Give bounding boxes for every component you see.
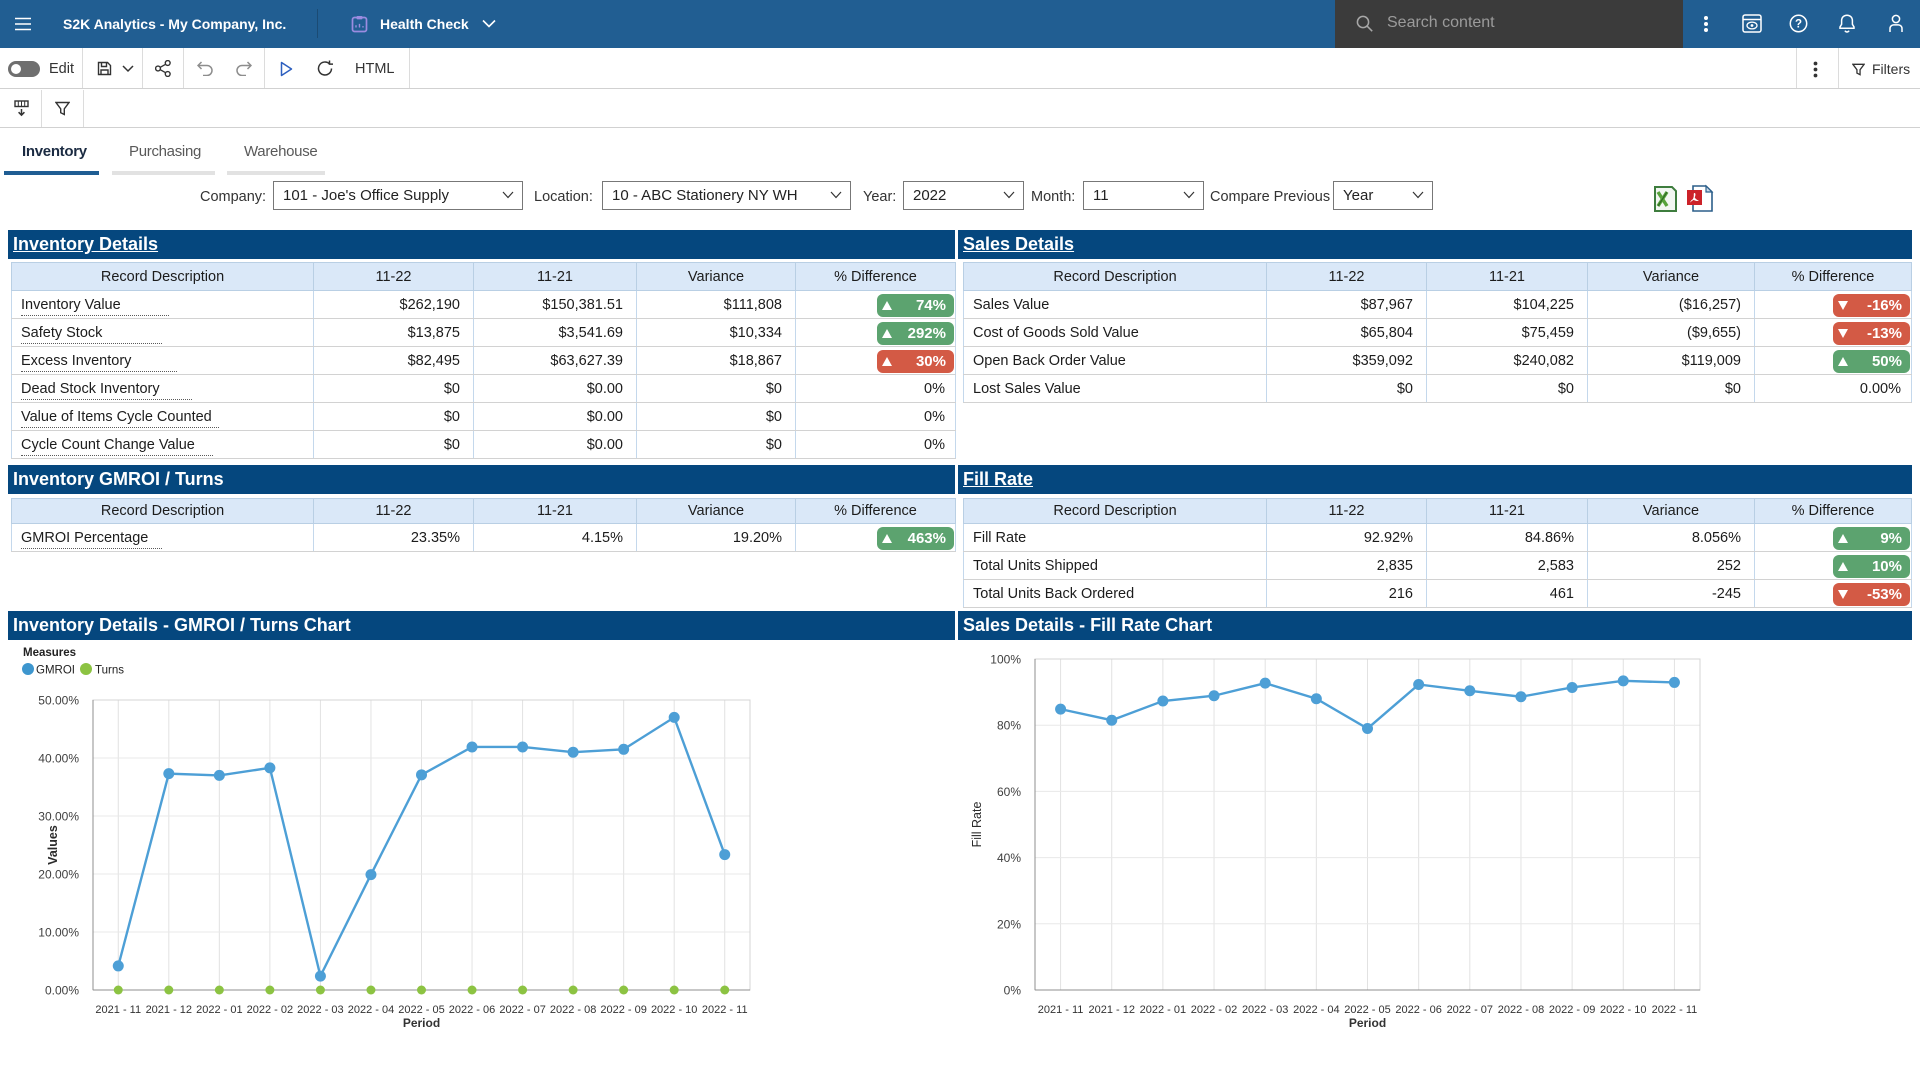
svg-text:2022 - 04: 2022 - 04	[348, 1004, 394, 1016]
svg-text:30.00%: 30.00%	[38, 810, 79, 824]
svg-text:2022 - 03: 2022 - 03	[1242, 1004, 1288, 1016]
svg-text:2022 - 10: 2022 - 10	[651, 1004, 697, 1016]
svg-text:Period: Period	[1349, 1016, 1386, 1030]
svg-text:2021 - 11: 2021 - 11	[1038, 1004, 1084, 1016]
svg-text:Values: Values	[46, 825, 60, 865]
svg-text:40%: 40%	[997, 851, 1021, 865]
svg-text:0.00%: 0.00%	[45, 984, 79, 998]
svg-text:0%: 0%	[1004, 984, 1022, 998]
svg-text:2022 - 02: 2022 - 02	[1191, 1004, 1237, 1016]
svg-text:2022 - 05: 2022 - 05	[398, 1004, 444, 1016]
svg-text:2022 - 10: 2022 - 10	[1600, 1004, 1646, 1016]
svg-text:2022 - 08: 2022 - 08	[550, 1004, 596, 1016]
svg-text:2022 - 08: 2022 - 08	[1498, 1004, 1544, 1016]
svg-text:2022 - 03: 2022 - 03	[297, 1004, 343, 1016]
svg-text:60%: 60%	[997, 785, 1021, 799]
svg-text:Measures: Measures	[23, 647, 76, 659]
svg-text:80%: 80%	[997, 719, 1021, 733]
svg-text:Period: Period	[403, 1016, 440, 1030]
svg-text:2022 - 07: 2022 - 07	[1447, 1004, 1493, 1016]
svg-text:2022 - 11: 2022 - 11	[702, 1004, 748, 1016]
svg-text:2022 - 06: 2022 - 06	[1395, 1004, 1441, 1016]
svg-text:2022 - 02: 2022 - 02	[247, 1004, 293, 1016]
svg-text:2022 - 01: 2022 - 01	[196, 1004, 242, 1016]
svg-text:100%: 100%	[990, 653, 1021, 667]
svg-text:Fill Rate: Fill Rate	[970, 802, 984, 848]
svg-text:40.00%: 40.00%	[38, 752, 79, 766]
svg-text:2022 - 11: 2022 - 11	[1652, 1004, 1698, 1016]
svg-text:2022 - 07: 2022 - 07	[499, 1004, 545, 1016]
svg-text:2022 - 06: 2022 - 06	[449, 1004, 495, 1016]
svg-text:GMROI: GMROI	[36, 665, 75, 677]
svg-text:20.00%: 20.00%	[38, 868, 79, 882]
svg-text:2022 - 05: 2022 - 05	[1344, 1004, 1390, 1016]
svg-text:2022 - 04: 2022 - 04	[1293, 1004, 1339, 1016]
svg-text:2021 - 12: 2021 - 12	[1088, 1004, 1134, 1016]
svg-text:2021 - 11: 2021 - 11	[95, 1004, 141, 1016]
svg-text:10.00%: 10.00%	[38, 926, 79, 940]
svg-text:2022 - 09: 2022 - 09	[1549, 1004, 1595, 1016]
svg-text:Turns: Turns	[95, 665, 124, 677]
svg-text:2022 - 09: 2022 - 09	[600, 1004, 646, 1016]
svg-text:2021 - 12: 2021 - 12	[146, 1004, 192, 1016]
svg-text:50.00%: 50.00%	[38, 694, 79, 708]
svg-text:2022 - 01: 2022 - 01	[1140, 1004, 1186, 1016]
svg-text:?: ?	[1795, 19, 1802, 31]
svg-text:20%: 20%	[997, 917, 1021, 931]
